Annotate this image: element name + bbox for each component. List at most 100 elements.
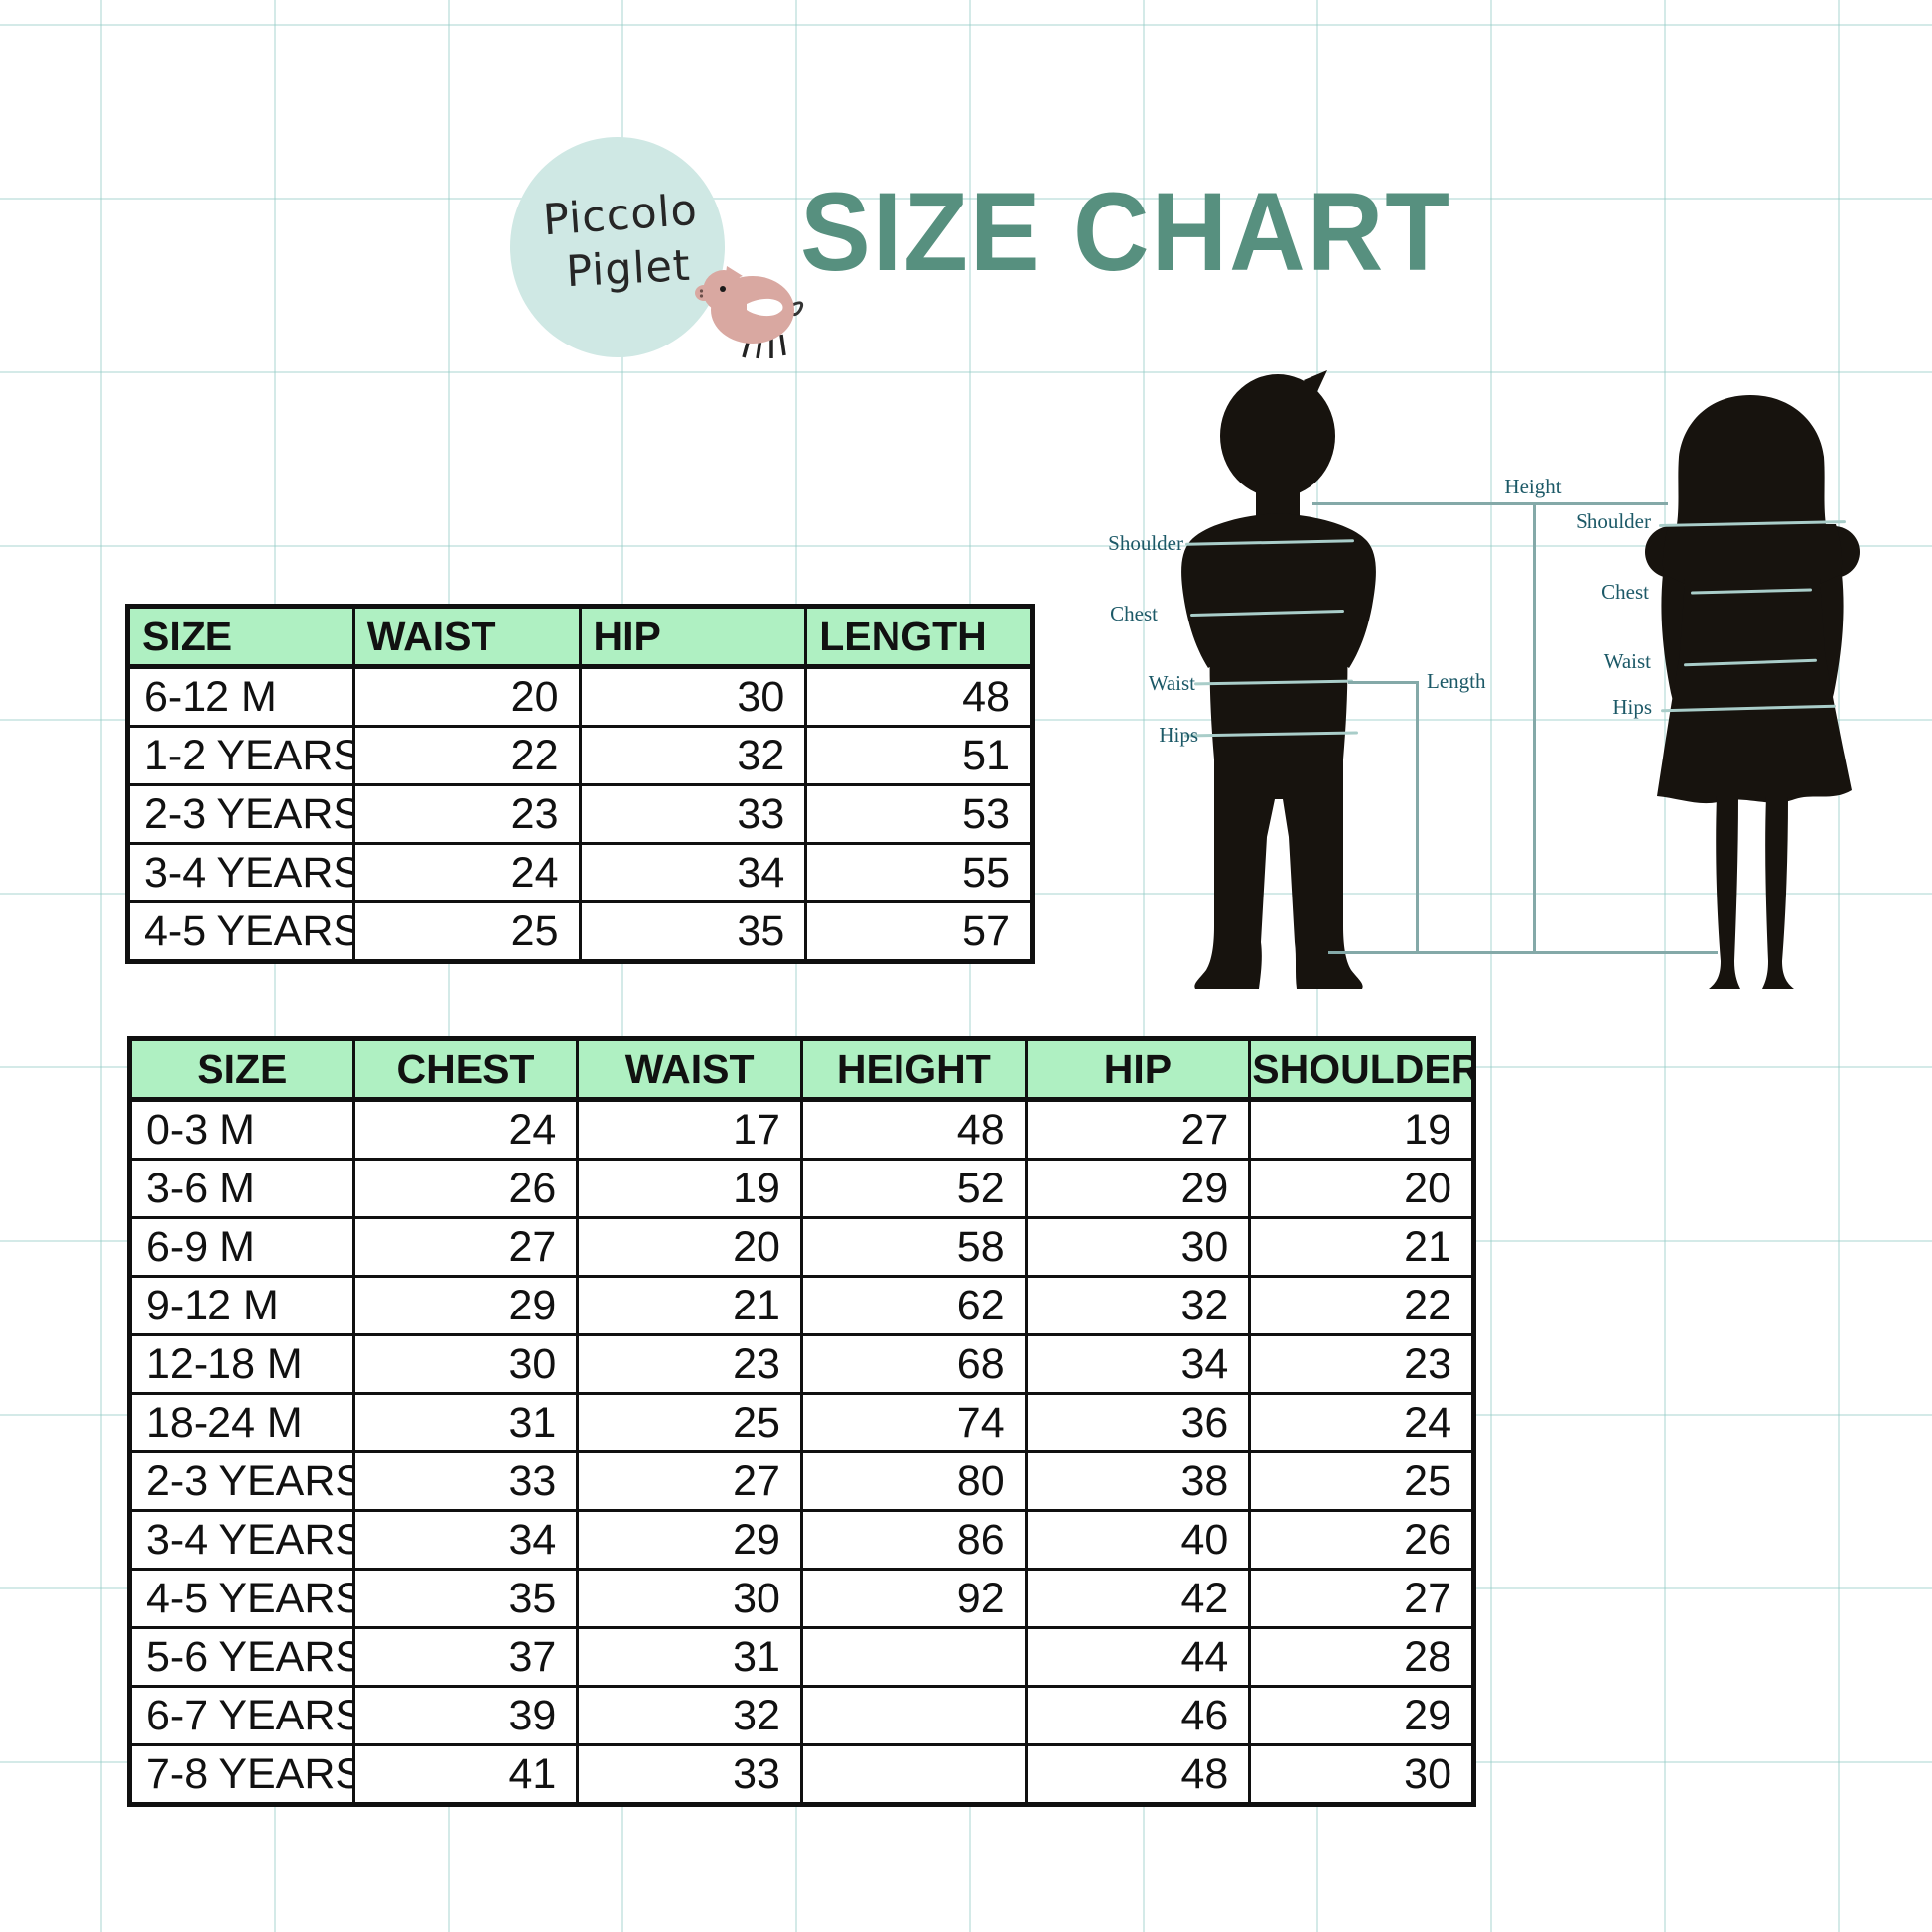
table-cell: 27 <box>1024 1098 1252 1161</box>
length-label: Length <box>1427 669 1486 693</box>
table-cell: 20 <box>351 665 582 728</box>
table-row: 12-18 M 30 23 68 34 23 <box>128 1333 1475 1395</box>
table-cell: 30 <box>1024 1216 1252 1278</box>
table-cell: 30 <box>576 1568 803 1629</box>
table-row: 0-3 M 24 17 48 27 19 <box>128 1098 1475 1161</box>
boy-shoulder-label: Shoulder <box>1108 531 1183 555</box>
table-cell: 35 <box>578 900 808 963</box>
table-cell <box>799 1743 1028 1806</box>
boy-hips-label: Hips <box>1159 723 1198 747</box>
table-cell: 22 <box>351 725 582 786</box>
table-cell: 29 <box>576 1509 803 1571</box>
height-bracket-bottom-line <box>1328 951 1718 954</box>
column-header: WAIST <box>576 1037 803 1102</box>
column-header: SHOULDER <box>1248 1037 1475 1102</box>
table-cell: 92 <box>799 1568 1028 1629</box>
pig-snout <box>695 285 713 301</box>
table-cell: 37 <box>351 1626 580 1688</box>
table-cell: 24 <box>351 1098 580 1161</box>
table-cell <box>799 1626 1028 1688</box>
table-cell: 28 <box>1248 1626 1475 1688</box>
girl-shoulders <box>1662 524 1843 584</box>
table-cell: 26 <box>1248 1509 1475 1571</box>
table-cell: 29 <box>1024 1158 1252 1219</box>
table-cell: 40 <box>1024 1509 1252 1571</box>
table-cell: 41 <box>351 1743 580 1806</box>
column-header: SIZE <box>128 1037 355 1102</box>
table-cell: 20 <box>576 1216 803 1278</box>
table-cell: 55 <box>804 842 1034 903</box>
column-header: HIP <box>578 605 808 669</box>
table-cell: 32 <box>578 725 808 786</box>
table-cell: 31 <box>351 1392 580 1453</box>
girl-bodice <box>1679 579 1826 665</box>
table-cell: 33 <box>578 783 808 845</box>
table-cell: 6-9 M <box>128 1216 355 1278</box>
pig-icon <box>695 266 804 359</box>
table-cell: 46 <box>1024 1685 1252 1746</box>
table-cell: 25 <box>1248 1450 1475 1512</box>
table-cell: 26 <box>351 1158 580 1219</box>
girl-leg-left <box>1709 796 1740 989</box>
table-cell: 27 <box>351 1216 580 1278</box>
table-row: 3-4 YEARS 34 29 86 40 26 <box>128 1509 1475 1571</box>
column-header: HIP <box>1024 1037 1252 1102</box>
table-cell: 12-18 M <box>128 1333 355 1395</box>
table-header-row: SIZE WAIST HIP LENGTH <box>126 605 1034 669</box>
girl-hips-label: Hips <box>1612 695 1652 719</box>
table-cell: 44 <box>1024 1626 1252 1688</box>
table-cell: 9-12 M <box>128 1275 355 1336</box>
table-cell: 7-8 YEARS <box>128 1743 355 1806</box>
boy-waist-label: Waist <box>1148 671 1195 695</box>
page-title: SIZE CHART <box>800 170 1451 295</box>
height-bracket-top-line <box>1312 502 1668 505</box>
table-cell: 5-6 YEARS <box>128 1626 355 1688</box>
boy-torso <box>1181 513 1376 759</box>
table-cell: 25 <box>351 900 582 963</box>
table-cell: 86 <box>799 1509 1028 1571</box>
table-cell: 24 <box>351 842 582 903</box>
table-cell: 23 <box>576 1333 803 1395</box>
boy-hair-tuft <box>1304 370 1327 396</box>
table-cell: 30 <box>578 665 808 728</box>
table-cell: 4-5 YEARS <box>126 900 355 963</box>
table-cell: 21 <box>1248 1216 1475 1278</box>
girl-shoulder-label: Shoulder <box>1576 509 1651 533</box>
table-row: 5-6 YEARS 37 31 44 28 <box>128 1626 1475 1688</box>
table-row: 4-5 YEARS 35 30 92 42 27 <box>128 1568 1475 1629</box>
table-cell: 18-24 M <box>128 1392 355 1453</box>
pig-eye <box>720 286 726 292</box>
girl-leg-right <box>1762 796 1794 989</box>
table-cell: 6-7 YEARS <box>128 1685 355 1746</box>
table-cell: 1-2 YEARS <box>126 725 355 786</box>
table-row: 3-4 YEARS 24 34 55 <box>126 842 1034 903</box>
table-cell: 3-4 YEARS <box>128 1509 355 1571</box>
girl-silhouette <box>1645 395 1860 989</box>
table-cell: 80 <box>799 1450 1028 1512</box>
table-cell: 0-3 M <box>128 1098 355 1161</box>
table-cell: 34 <box>578 842 808 903</box>
table-cell: 34 <box>1024 1333 1252 1395</box>
table-cell: 35 <box>351 1568 580 1629</box>
table-cell: 24 <box>1248 1392 1475 1453</box>
table-cell: 34 <box>351 1509 580 1571</box>
table-cell: 52 <box>799 1158 1028 1219</box>
table-cell: 51 <box>804 725 1034 786</box>
waist-hip-length-size-table: SIZE WAIST HIP LENGTH 6-12 M 20 30 48 1-2 YEARS 2… <box>125 604 1035 964</box>
height-bracket-vertical-line <box>1533 502 1536 954</box>
table-cell: 4-5 YEARS <box>128 1568 355 1629</box>
pig-wing <box>747 298 783 317</box>
table-cell: 62 <box>799 1275 1028 1336</box>
table-cell: 2-3 YEARS <box>126 783 355 845</box>
table-cell: 29 <box>1248 1685 1475 1746</box>
table-cell: 23 <box>351 783 582 845</box>
table-cell: 19 <box>576 1158 803 1219</box>
table-cell: 21 <box>576 1275 803 1336</box>
table-cell: 68 <box>799 1333 1028 1395</box>
table-row: 1-2 YEARS 22 32 51 <box>126 725 1034 786</box>
table-cell: 39 <box>351 1685 580 1746</box>
column-header: CHEST <box>351 1037 580 1102</box>
table-cell: 20 <box>1248 1158 1475 1219</box>
table-cell: 6-12 M <box>126 665 355 728</box>
table-cell: 27 <box>1248 1568 1475 1629</box>
